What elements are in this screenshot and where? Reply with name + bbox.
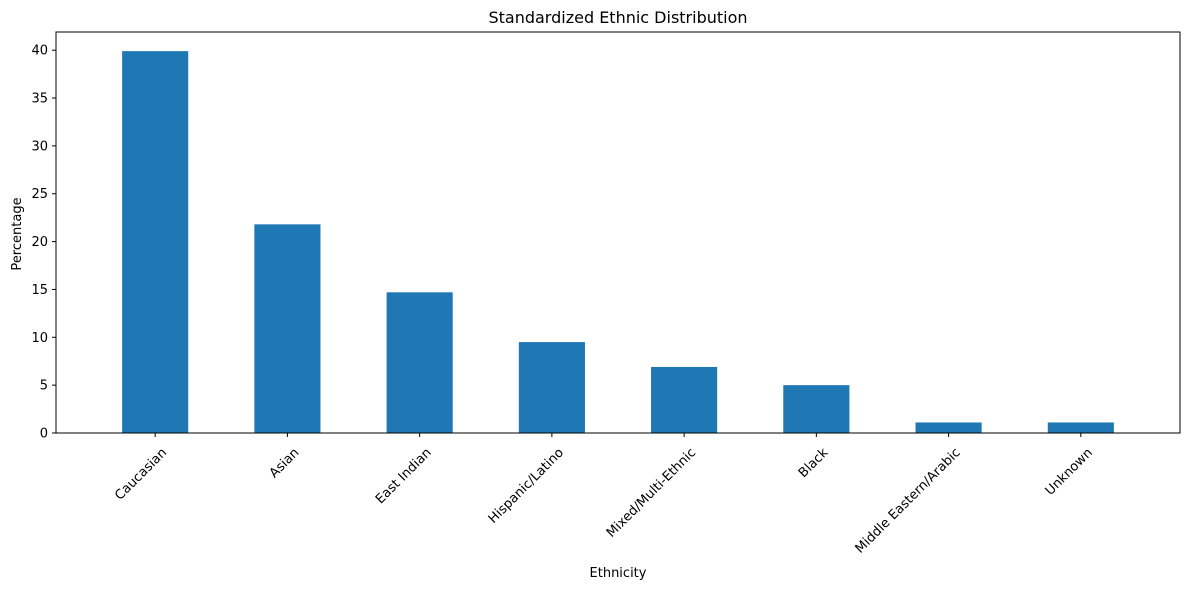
y-tick-label: 0	[40, 427, 48, 442]
y-axis-label: Percentage	[10, 197, 25, 270]
y-tick-label: 5	[40, 379, 48, 394]
bar-black	[783, 385, 850, 433]
y-tick-label: 35	[31, 92, 48, 107]
y-tick-label: 15	[31, 283, 48, 298]
bar-caucasian	[122, 51, 189, 434]
y-axis-ticks: 0 5 10 15 20 25 30 35 40	[31, 44, 56, 442]
y-tick-label: 30	[31, 139, 48, 154]
y-tick-label: 40	[31, 44, 48, 59]
bars-group	[122, 51, 1114, 434]
y-tick-label: 20	[31, 235, 48, 250]
bar-middle-eastern-arabic	[915, 422, 982, 433]
y-tick-label: 25	[31, 187, 48, 202]
chart-title: Standardized Ethnic Distribution	[488, 8, 747, 27]
y-tick-label: 10	[31, 331, 48, 346]
x-axis-label: Ethnicity	[590, 566, 647, 581]
bar-asian	[254, 224, 321, 433]
bar-hispanic-latino	[518, 342, 585, 433]
plot-area-frame	[55, 31, 1181, 434]
bar-east-indian	[386, 292, 453, 433]
bar-unknown	[1047, 422, 1114, 433]
bar-mixed-multi-ethnic	[651, 366, 718, 433]
